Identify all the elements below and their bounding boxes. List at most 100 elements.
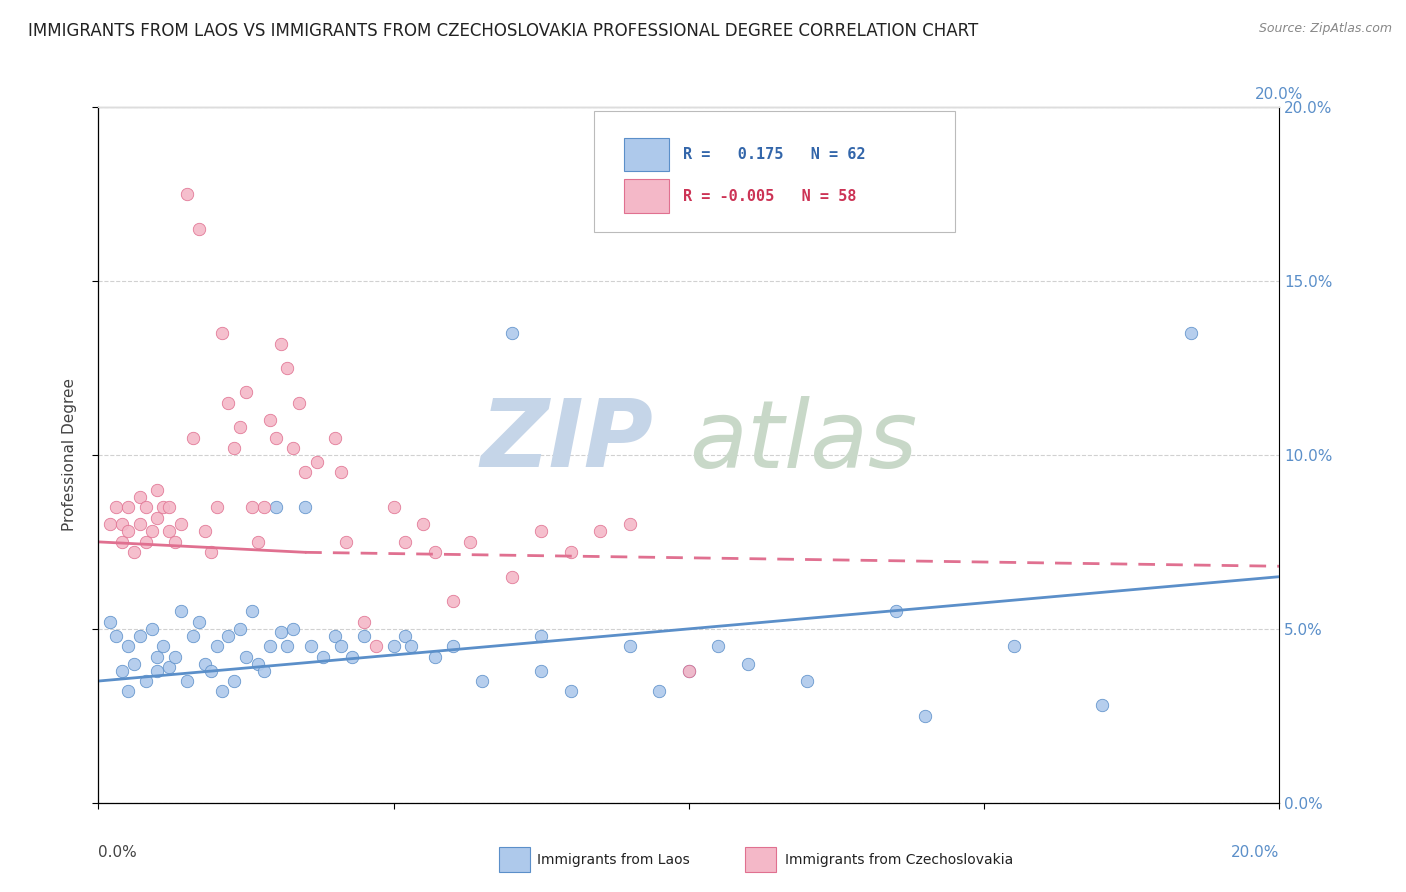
- Point: [117, 639, 139, 653]
- Point: [187, 221, 209, 235]
- Point: [224, 441, 246, 455]
- Point: [165, 534, 187, 549]
- Point: [181, 430, 204, 444]
- Point: [141, 524, 163, 539]
- FancyBboxPatch shape: [595, 111, 955, 232]
- Point: [117, 524, 139, 539]
- Point: [200, 664, 222, 678]
- Point: [122, 545, 145, 559]
- Point: [1091, 698, 1114, 713]
- Point: [146, 649, 169, 664]
- Point: [176, 186, 198, 201]
- Point: [335, 534, 357, 549]
- Point: [111, 517, 134, 532]
- Point: [246, 657, 269, 671]
- Point: [423, 545, 446, 559]
- Point: [176, 674, 198, 689]
- Point: [229, 622, 252, 636]
- Point: [240, 500, 263, 514]
- FancyBboxPatch shape: [624, 179, 669, 213]
- Point: [294, 500, 316, 514]
- Point: [329, 466, 352, 480]
- Point: [678, 664, 700, 678]
- Point: [394, 629, 416, 643]
- Point: [235, 649, 257, 664]
- Point: [323, 430, 346, 444]
- Point: [217, 629, 239, 643]
- Point: [105, 500, 128, 514]
- Point: [423, 649, 446, 664]
- Point: [530, 629, 553, 643]
- Point: [157, 524, 180, 539]
- Point: [152, 639, 174, 653]
- Point: [1180, 326, 1202, 340]
- Text: 0.0%: 0.0%: [98, 845, 138, 860]
- Point: [364, 639, 387, 653]
- Text: atlas: atlas: [689, 395, 917, 486]
- Point: [560, 545, 582, 559]
- Point: [200, 545, 222, 559]
- Point: [165, 649, 187, 664]
- Point: [128, 490, 150, 504]
- Point: [246, 534, 269, 549]
- Point: [141, 622, 163, 636]
- Point: [353, 629, 375, 643]
- Point: [619, 517, 641, 532]
- Point: [157, 660, 180, 674]
- Point: [737, 657, 759, 671]
- Point: [224, 674, 246, 689]
- Point: [181, 629, 204, 643]
- Point: [135, 500, 157, 514]
- Point: [211, 684, 233, 698]
- Point: [157, 500, 180, 514]
- Point: [329, 639, 352, 653]
- Point: [122, 657, 145, 671]
- Text: Immigrants from Laos: Immigrants from Laos: [537, 853, 690, 867]
- Point: [501, 570, 523, 584]
- Point: [299, 639, 322, 653]
- Point: [264, 430, 287, 444]
- Point: [111, 534, 134, 549]
- Point: [205, 500, 228, 514]
- Point: [401, 639, 423, 653]
- Y-axis label: Professional Degree: Professional Degree: [62, 378, 77, 532]
- Point: [276, 639, 298, 653]
- Point: [589, 524, 612, 539]
- Point: [412, 517, 434, 532]
- Point: [170, 605, 193, 619]
- Point: [128, 517, 150, 532]
- Point: [283, 622, 305, 636]
- Point: [707, 639, 730, 653]
- Point: [283, 441, 305, 455]
- Point: [501, 326, 523, 340]
- Point: [530, 524, 553, 539]
- Point: [305, 455, 328, 469]
- Point: [253, 664, 276, 678]
- Point: [105, 629, 128, 643]
- Point: [194, 657, 217, 671]
- Point: [648, 684, 671, 698]
- Point: [270, 625, 292, 640]
- Point: [342, 649, 364, 664]
- Text: ZIP: ZIP: [481, 395, 654, 487]
- Text: 20.0%: 20.0%: [1232, 845, 1279, 860]
- Point: [619, 639, 641, 653]
- Point: [128, 629, 150, 643]
- Point: [117, 684, 139, 698]
- Point: [353, 615, 375, 629]
- Point: [240, 605, 263, 619]
- Text: Immigrants from Czechoslovakia: Immigrants from Czechoslovakia: [785, 853, 1012, 867]
- Point: [259, 413, 281, 427]
- Text: R = -0.005   N = 58: R = -0.005 N = 58: [683, 188, 856, 203]
- Point: [229, 420, 252, 434]
- Point: [253, 500, 276, 514]
- Point: [111, 664, 134, 678]
- Point: [146, 510, 169, 524]
- Point: [270, 336, 292, 351]
- Point: [152, 500, 174, 514]
- Point: [117, 500, 139, 514]
- Point: [471, 674, 494, 689]
- Point: [135, 674, 157, 689]
- Point: [382, 639, 405, 653]
- Point: [146, 483, 169, 497]
